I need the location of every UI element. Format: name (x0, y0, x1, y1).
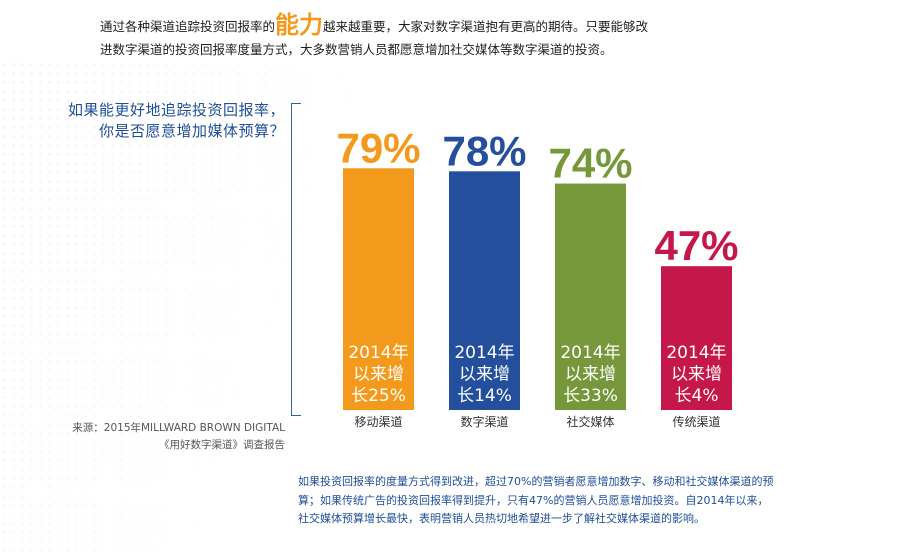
source-line-2: 《用好数字渠道》调查报告 (159, 439, 285, 451)
source-line-1: 来源：2015年MILLWARD BROWN DIGITAL (72, 422, 285, 434)
source-note: 来源：2015年MILLWARD BROWN DIGITAL 《用好数字渠道》调… (40, 420, 285, 454)
survey-question-line-1: 如果能更好地追踪投资回报率， (67, 101, 285, 119)
question-bracket-line (291, 103, 301, 416)
survey-question: 如果能更好地追踪投资回报率， 你是否愿意增加媒体预算？ (40, 100, 285, 142)
survey-question-line-2: 你是否愿意增加媒体预算？ (98, 122, 285, 140)
intro-text-after: 越来越重要，大家对数字渠道抱有更高的期待。只要能够改进数字渠道的投资回报率度量方… (100, 19, 649, 57)
intro-highlight: 能力 (275, 11, 324, 39)
bar-2 (449, 171, 520, 410)
intro-paragraph: 通过各种渠道追踪投资回报率的能力越来越重要，大家对数字渠道抱有更高的期待。只要能… (100, 11, 660, 61)
conclusion-paragraph: 如果投资回报率的度量方式得到改进，超过70%的营销者愿意增加数字、移动和社交媒体… (298, 475, 774, 525)
bar-4 (661, 266, 732, 410)
bar-1 (343, 168, 414, 410)
bar-3 (555, 183, 626, 410)
intro-text-before: 通过各种渠道追踪投资回报率的 (100, 19, 276, 34)
